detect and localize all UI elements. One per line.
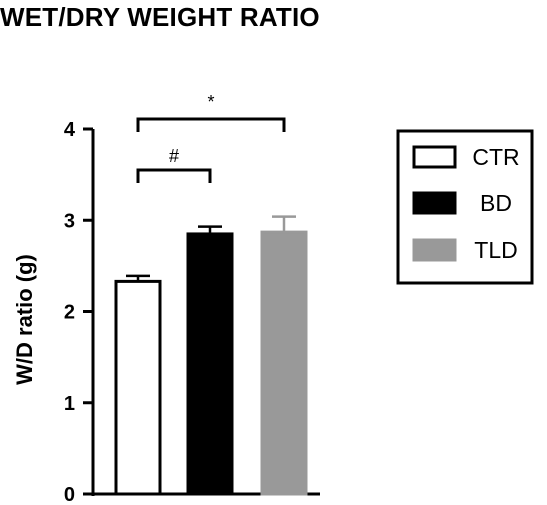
bars [114, 215, 308, 496]
significance-label: # [169, 146, 179, 166]
legend-swatch-tld [412, 238, 457, 262]
bar-bd [186, 232, 234, 496]
y-tick-label: 1 [64, 393, 75, 415]
bar-tld [260, 230, 308, 496]
chart-title: WET/DRY WEIGHT RATIO [0, 2, 320, 32]
legend: CTR BD TLD [396, 129, 534, 285]
legend-label-bd: BD [480, 190, 512, 216]
y-axis-title: W/D ratio (g) [12, 254, 37, 385]
y-tick-label: 2 [64, 302, 75, 324]
y-tick-label: 3 [64, 210, 75, 232]
legend-swatch-ctr [412, 145, 457, 169]
legend-label-ctr: CTR [472, 144, 519, 170]
bar-ctr [114, 279, 162, 496]
y-tick-label: 4 [64, 119, 76, 141]
significance-bracket [136, 168, 212, 183]
legend-swatch-bd [412, 191, 457, 215]
significance-bracket [136, 117, 286, 132]
legend-label-tld: TLD [474, 237, 517, 263]
y-tick-label: 0 [64, 484, 75, 505]
significance-annotations: #* [136, 92, 286, 183]
significance-label: * [207, 92, 214, 112]
